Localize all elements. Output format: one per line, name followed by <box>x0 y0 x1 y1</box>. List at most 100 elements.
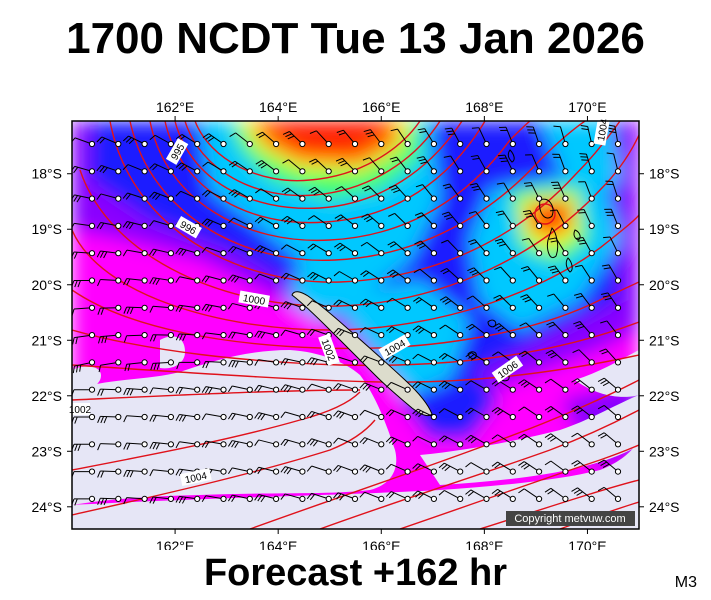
wind-barbs <box>72 124 622 506</box>
wind-barb <box>122 164 148 175</box>
wind-barb <box>553 125 569 148</box>
wind-barb <box>470 155 490 175</box>
wind-barb <box>363 129 385 148</box>
wind-barb <box>228 189 253 202</box>
wind-barb <box>520 294 543 311</box>
wind-barb <box>280 384 306 393</box>
wind-barb <box>442 183 464 202</box>
wind-barb <box>254 216 280 229</box>
wind-barb <box>526 126 543 148</box>
wind-barb <box>254 359 280 366</box>
wind-barb <box>175 190 201 202</box>
wind-barb <box>202 359 227 369</box>
wind-barb <box>72 413 96 424</box>
wind-barb <box>518 350 543 366</box>
wind-barb <box>574 292 595 311</box>
svg-text:1002: 1002 <box>69 405 92 416</box>
wind-barb <box>175 247 201 257</box>
wind-barb <box>336 129 359 148</box>
wind-barb <box>577 209 595 229</box>
wind-barb <box>359 355 385 366</box>
wind-barb <box>518 461 543 475</box>
wind-barb <box>471 127 490 148</box>
wind-barb <box>255 160 280 175</box>
lat-label: 19°S <box>649 221 680 237</box>
wind-barb <box>201 332 227 340</box>
wind-barb <box>97 386 122 396</box>
isobar-label: 1002 <box>69 403 92 416</box>
wind-barb <box>280 329 306 339</box>
wind-barb <box>149 495 174 504</box>
wind-barb <box>280 411 306 421</box>
wind-barb <box>149 304 174 313</box>
wind-barb <box>306 383 332 393</box>
wind-barb <box>308 186 332 202</box>
wind-barb <box>412 463 437 475</box>
svg-text:1000: 1000 <box>242 293 266 308</box>
wind-barb <box>333 327 359 339</box>
wind-barb <box>386 269 411 284</box>
wind-barb <box>439 324 464 339</box>
wind-barb <box>575 236 595 257</box>
wind-barb <box>525 154 543 175</box>
wind-barb <box>123 441 148 450</box>
wind-barb <box>334 242 359 257</box>
wind-barb <box>306 410 332 421</box>
wind-barb <box>96 250 122 259</box>
wind-barb <box>438 435 464 448</box>
wind-barb <box>416 156 437 175</box>
wind-barb <box>386 297 411 311</box>
wind-barb <box>123 495 148 505</box>
lat-label: 19°S <box>31 221 62 237</box>
wind-barb <box>254 330 280 339</box>
wind-barb <box>385 491 411 502</box>
wind-barb <box>385 463 411 475</box>
wind-barb <box>72 359 96 374</box>
wind-barb <box>412 435 437 448</box>
lat-label: 20°S <box>31 277 62 293</box>
wind-barb <box>606 152 622 175</box>
lat-label: 18°S <box>31 166 62 182</box>
wind-barb <box>518 379 543 393</box>
wind-barb <box>579 153 595 175</box>
wind-barb <box>359 437 385 448</box>
wind-barb <box>414 212 437 229</box>
wind-barb <box>97 277 122 287</box>
lon-label: 164°E <box>259 99 297 115</box>
wind-barb <box>96 136 122 148</box>
wind-barb <box>465 323 490 339</box>
map-frame <box>71 120 640 530</box>
wind-barb <box>122 192 148 202</box>
lat-label: 21°S <box>31 332 62 348</box>
wind-barb <box>544 460 569 475</box>
wind-barb <box>175 386 201 395</box>
wind-barb <box>72 386 96 397</box>
wind-barb <box>227 274 253 284</box>
wind-barb <box>254 494 280 503</box>
wind-barb <box>307 271 332 284</box>
wind-barb <box>388 212 411 229</box>
wind-barb <box>72 441 96 452</box>
wind-barb <box>202 161 227 175</box>
wind-barb <box>385 381 411 393</box>
wind-barb <box>468 211 490 229</box>
wind-barb <box>149 441 174 450</box>
wind-barb <box>280 358 306 366</box>
wind-barb <box>520 266 543 284</box>
wind-barb <box>307 215 332 229</box>
wind-barb <box>97 468 122 478</box>
wind-barb <box>549 209 569 229</box>
wind-barb <box>385 354 411 366</box>
wind-barb <box>571 432 595 448</box>
wind-barb <box>603 236 622 257</box>
wind-barb <box>227 412 253 421</box>
wind-barb <box>444 127 464 148</box>
lat-label: 21°S <box>649 332 680 348</box>
wind-barb <box>175 276 201 284</box>
wind-barb <box>523 182 543 202</box>
wind-barb <box>572 349 595 366</box>
wind-barb <box>255 188 280 202</box>
wind-barb <box>201 275 227 284</box>
wind-barb <box>467 239 490 257</box>
wind-barb <box>97 332 122 344</box>
